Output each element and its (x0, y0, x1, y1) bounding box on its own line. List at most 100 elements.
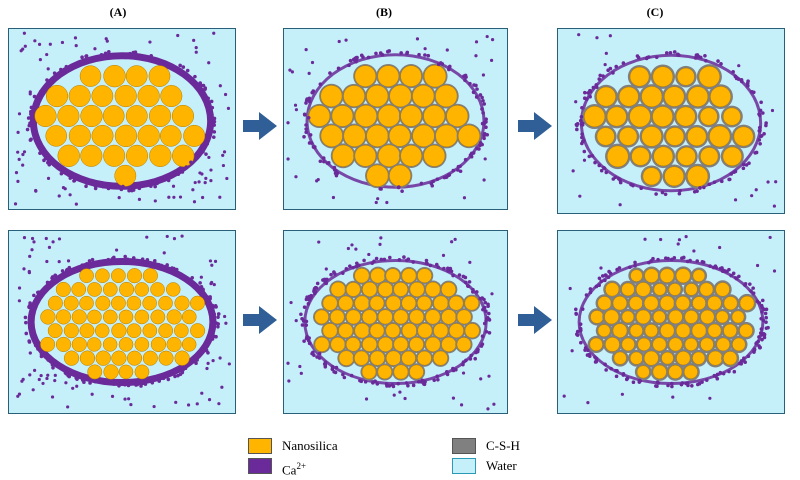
calcium-ion (434, 262, 439, 267)
nanosilica-particle (661, 351, 674, 365)
calcium-ion (755, 263, 760, 268)
calcium-ion (474, 54, 478, 58)
nanosilica-particle (385, 268, 401, 283)
calcium-ion (93, 186, 98, 191)
nanosilica-particle (636, 365, 650, 379)
calcium-ion (198, 281, 202, 285)
nanosilica-particle (739, 295, 755, 311)
calcium-ion (174, 267, 179, 272)
calcium-ion (385, 49, 390, 54)
nanosilica-particle (629, 324, 643, 338)
calcium-ion (335, 171, 340, 176)
nanosilica-particle (621, 337, 635, 352)
calcium-ion (126, 383, 131, 388)
calcium-ion (759, 134, 764, 138)
nanosilica-particle (343, 85, 365, 107)
calcium-ion (286, 121, 290, 125)
calcium-ion (380, 52, 385, 57)
calcium-ion (304, 127, 308, 131)
nanosilica-particle (423, 105, 446, 127)
nanosilica-particle (114, 124, 138, 148)
calcium-ion (98, 260, 102, 264)
calcium-ion (684, 235, 688, 239)
nanosilica-particle (597, 324, 611, 338)
calcium-ion (302, 134, 306, 139)
calcium-ion (753, 151, 757, 155)
nanosilica-particle (338, 295, 354, 311)
nanosilica-particle (369, 350, 385, 366)
calcium-ion (754, 188, 758, 192)
calcium-ion (614, 64, 619, 69)
calcium-ion (721, 371, 726, 376)
nanosilica-particle (423, 64, 447, 88)
nanosilica-particle (659, 268, 675, 283)
nanosilica-particle (345, 337, 361, 352)
calcium-ion (197, 180, 201, 184)
calcium-ion (304, 130, 308, 135)
calcium-ion (358, 378, 362, 383)
nanosilica-particle (412, 124, 435, 148)
nanosilica-particle (354, 104, 377, 127)
calcium-ion (582, 138, 586, 143)
calcium-ion (579, 114, 584, 119)
calcium-ion (300, 323, 305, 327)
nanosilica-particle (160, 125, 182, 147)
calcium-ion (16, 130, 20, 134)
nanosilica-particle (464, 323, 480, 339)
calcium-ion (39, 352, 44, 357)
calcium-ion (604, 51, 608, 55)
calcium-ion (718, 245, 722, 250)
nanosilica-particle (596, 127, 615, 146)
calcium-ion (185, 68, 190, 73)
nanosilica-particle (700, 337, 714, 352)
nanosilica-particle (710, 86, 731, 108)
calcium-ion (29, 109, 33, 114)
calcium-ion (602, 165, 606, 170)
calcium-ion (34, 189, 38, 193)
calcium-ion (645, 55, 650, 60)
nanosilica-particle (57, 104, 80, 127)
nanosilica-particle (40, 336, 56, 352)
nanosilica-particle (385, 350, 402, 366)
calcium-ion (372, 259, 376, 264)
calcium-ion (423, 53, 427, 57)
calcium-ion (21, 152, 25, 157)
calcium-ion (286, 361, 290, 365)
calcium-ion (99, 53, 104, 57)
calcium-ion (101, 259, 106, 264)
calcium-ion (453, 237, 457, 241)
nanosilica-particle (158, 323, 174, 339)
nanosilica-particle (158, 350, 174, 366)
calcium-ion (223, 314, 227, 319)
calcium-ion (671, 395, 675, 399)
calcium-ion (447, 64, 452, 69)
nanosilica-particle (55, 336, 72, 353)
calcium-ion (212, 130, 217, 134)
nanosilica-particle (183, 124, 206, 147)
calcium-ion (149, 53, 153, 58)
nanosilica-particle (377, 364, 392, 380)
calcium-ion (628, 265, 632, 269)
nanosilica-particle (409, 309, 424, 325)
nanosilica-particle (684, 310, 699, 324)
calcium-ion (475, 146, 479, 151)
calcium-ion (286, 157, 290, 161)
nanosilica-particle (126, 295, 142, 311)
calcium-ion (621, 61, 626, 65)
calcium-ion (212, 283, 216, 287)
calcium-ion (334, 365, 339, 370)
calcium-ion (406, 257, 411, 261)
calcium-ion (396, 381, 401, 386)
calcium-ion (768, 235, 772, 240)
nanosilica-particle (71, 282, 87, 297)
nanosilica-particle (125, 105, 148, 127)
calcium-ion (32, 240, 36, 244)
nanosilica-particle (675, 268, 691, 284)
calcium-ion (172, 237, 177, 241)
calcium-ion (367, 252, 371, 257)
calcium-ion (445, 372, 450, 377)
calcium-ion (166, 377, 171, 382)
calcium-ion (304, 123, 308, 127)
calcium-ion (364, 397, 369, 401)
legend-label-calcium: Ca2+ (282, 458, 306, 478)
